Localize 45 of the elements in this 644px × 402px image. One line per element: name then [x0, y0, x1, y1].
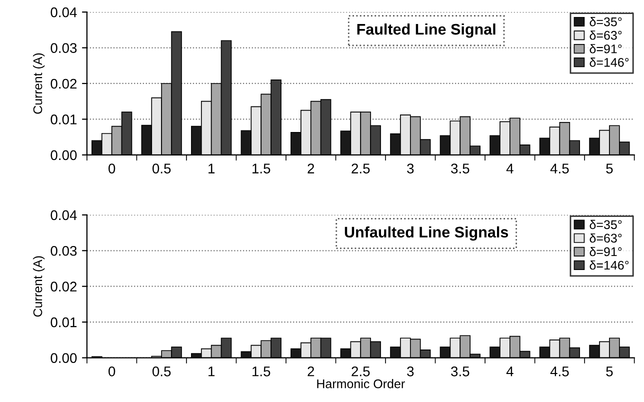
x-tick-label: 3.5 [451, 366, 470, 376]
y-tick-label: 0.04 [50, 7, 77, 18]
legend-label: δ=146° [590, 58, 629, 67]
x-tick-label: 0 [108, 366, 116, 376]
x-tick-label: 3 [407, 164, 414, 174]
x-tick-label: 1.5 [252, 164, 270, 174]
y-tick-label: 0.02 [50, 78, 77, 89]
x-tick-label: 0.5 [152, 164, 171, 174]
legend-label: δ=91° [590, 246, 622, 256]
y-tick-label: 0.00 [50, 150, 77, 160]
x-tick-label: 0 [108, 164, 116, 174]
legend-label: δ=35° [590, 17, 622, 26]
y-tick-label: 0.00 [50, 353, 77, 363]
legend-label: δ=91° [590, 44, 622, 54]
x-tick-label: 0.5 [152, 366, 171, 376]
y-tick-label: 0.03 [50, 246, 77, 256]
x-tick-label: 3.5 [451, 164, 470, 174]
x-tick-label: 2.5 [352, 164, 370, 174]
x-tick-label: 2.5 [352, 366, 370, 376]
x-tick-label: 1 [208, 164, 215, 174]
legend-label: δ=63° [590, 30, 622, 40]
x-tick-label: 4.5 [550, 366, 569, 376]
x-tick-label: 2 [308, 366, 314, 376]
x-tick-label: 5 [606, 164, 613, 174]
text: Faulted Line Signal [357, 23, 496, 38]
x-tick-label: 4 [506, 366, 514, 376]
y-tick-label: 0.02 [50, 282, 77, 292]
y-tick-label: 0.04 [50, 210, 77, 220]
x-tick-label: 5 [606, 366, 613, 376]
x-tick-label: 4.5 [550, 164, 569, 174]
x-tick-label: 4 [506, 164, 514, 174]
legend-label: δ=35° [590, 220, 622, 230]
x-tick-label: 2 [308, 164, 314, 174]
legend-label: δ=146° [590, 260, 629, 270]
legend-label: δ=63° [590, 233, 622, 243]
y-tick-label: 0.01 [50, 317, 77, 328]
x-tick-label: 1.5 [252, 366, 270, 376]
y-axis-title: Current (A) [32, 256, 45, 317]
y-tick-label: 0.03 [50, 43, 77, 53]
x-tick-label: 3 [407, 366, 414, 376]
y-axis-title: Current (A) [32, 53, 45, 114]
text: Unfaulted Line Signals [344, 226, 508, 241]
y-tick-label: 0.01 [50, 114, 77, 124]
x-tick-label: 1 [208, 366, 215, 376]
x-axis-title: Harmonic Order [317, 379, 405, 388]
